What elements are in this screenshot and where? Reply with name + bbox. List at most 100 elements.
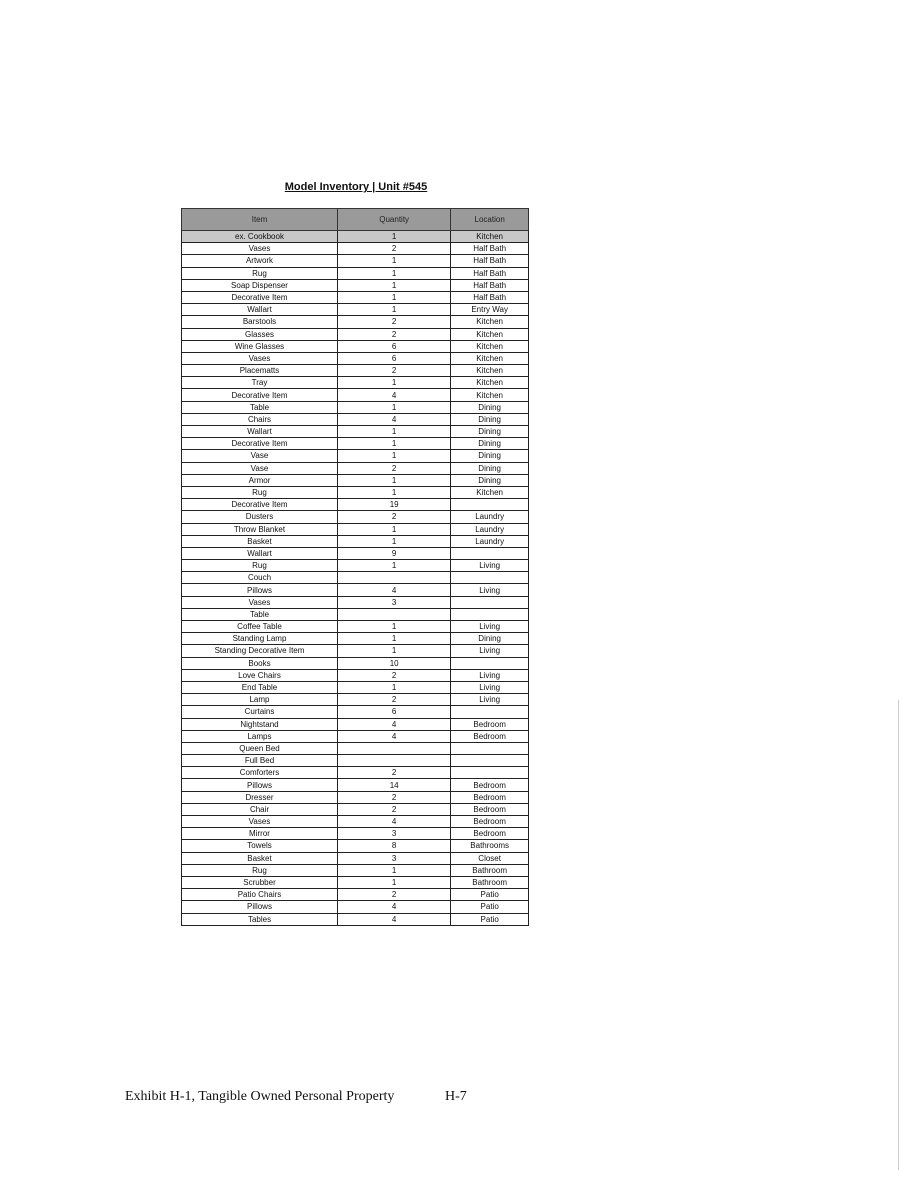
quantity-cell: 6 bbox=[336, 351, 452, 366]
table-row: Standing Lamp 1 Dining bbox=[181, 632, 529, 646]
item-cell: Lamps bbox=[181, 729, 338, 743]
quantity-cell: 19 bbox=[336, 498, 452, 512]
table-row: Wallart 9 bbox=[181, 546, 529, 561]
item-cell: Dusters bbox=[181, 510, 338, 524]
item-cell: Tray bbox=[181, 376, 338, 390]
quantity-cell: 1 bbox=[336, 376, 452, 390]
table-row: Soap Dispenser 1 Half Bath bbox=[181, 278, 529, 292]
quantity-cell: 4 bbox=[336, 583, 452, 597]
quantity-cell: 14 bbox=[336, 778, 452, 792]
item-cell: Scrubber bbox=[181, 875, 338, 890]
quantity-cell: 1 bbox=[336, 266, 452, 280]
location-cell: Laundry bbox=[450, 534, 529, 548]
quantity-cell: 1 bbox=[336, 229, 452, 244]
item-cell: Comforters bbox=[181, 766, 338, 780]
table-row: Nightstand 4 Bedroom bbox=[181, 717, 529, 731]
header-location: Location bbox=[450, 208, 529, 231]
table-row: Rug 1 Bathroom bbox=[181, 863, 529, 877]
quantity-cell: 4 bbox=[336, 412, 452, 427]
location-cell: Kitchen bbox=[450, 364, 529, 378]
quantity-cell: 2 bbox=[336, 315, 452, 329]
header-quantity: Quantity bbox=[336, 208, 452, 231]
item-cell: Vase bbox=[181, 461, 338, 475]
table-row: Couch bbox=[181, 571, 529, 585]
location-cell: Kitchen bbox=[450, 485, 529, 500]
quantity-cell: 2 bbox=[336, 327, 452, 341]
quantity-cell: 4 bbox=[336, 729, 452, 743]
quantity-cell: 1 bbox=[336, 303, 452, 317]
location-cell bbox=[450, 705, 529, 719]
quantity-cell: 1 bbox=[336, 522, 452, 536]
location-cell bbox=[450, 571, 529, 585]
location-cell: Patio bbox=[450, 912, 529, 926]
quantity-cell: 1 bbox=[336, 449, 452, 463]
location-cell: Living bbox=[450, 619, 529, 634]
location-cell: Dining bbox=[450, 424, 529, 439]
quantity-cell: 2 bbox=[336, 693, 452, 707]
location-cell: Bedroom bbox=[450, 717, 529, 731]
table-row: Vases 2 Half Bath bbox=[181, 242, 529, 256]
location-cell: Laundry bbox=[450, 510, 529, 524]
location-cell: Patio bbox=[450, 900, 529, 914]
item-cell: Throw Blanket bbox=[181, 522, 338, 536]
table-row: Glasses 2 Kitchen bbox=[181, 327, 529, 341]
quantity-cell: 4 bbox=[336, 814, 452, 829]
quantity-cell: 1 bbox=[336, 473, 452, 487]
table-row: Vase 1 Dining bbox=[181, 449, 529, 463]
location-cell bbox=[450, 498, 529, 512]
quantity-cell: 2 bbox=[336, 242, 452, 256]
item-cell: Nightstand bbox=[181, 717, 338, 731]
item-cell: Table bbox=[181, 607, 338, 622]
location-cell: Bedroom bbox=[450, 790, 529, 804]
table-row: Vases 6 Kitchen bbox=[181, 351, 529, 366]
item-cell: Pillows bbox=[181, 778, 338, 792]
item-cell: Vases bbox=[181, 242, 338, 256]
quantity-cell: 4 bbox=[336, 912, 452, 926]
quantity-cell: 4 bbox=[336, 388, 452, 402]
table-row: Basket 1 Laundry bbox=[181, 534, 529, 548]
location-cell: Bedroom bbox=[450, 778, 529, 792]
table-row: Vase 2 Dining bbox=[181, 461, 529, 475]
quantity-cell: 3 bbox=[336, 827, 452, 841]
location-cell bbox=[450, 766, 529, 780]
table-row: Throw Blanket 1 Laundry bbox=[181, 522, 529, 536]
table-row: Rug 1 Kitchen bbox=[181, 485, 529, 500]
header-item: Item bbox=[181, 208, 338, 231]
table-row: Comforters 2 bbox=[181, 766, 529, 780]
location-cell: Kitchen bbox=[450, 229, 529, 244]
location-cell bbox=[450, 656, 529, 670]
table-row: Queen Bed bbox=[181, 741, 529, 756]
table-row: Dresser 2 Bedroom bbox=[181, 790, 529, 804]
item-cell: End Table bbox=[181, 680, 338, 695]
table-row: Table 1 Dining bbox=[181, 400, 529, 414]
location-cell: Living bbox=[450, 680, 529, 695]
location-cell: Bathroom bbox=[450, 875, 529, 890]
quantity-cell: 4 bbox=[336, 717, 452, 731]
quantity-cell: 2 bbox=[336, 766, 452, 780]
table-row: Scrubber 1 Bathroom bbox=[181, 875, 529, 890]
item-cell: Wallart bbox=[181, 424, 338, 439]
quantity-cell: 1 bbox=[336, 424, 452, 439]
quantity-cell: 1 bbox=[336, 437, 452, 451]
item-cell: Towels bbox=[181, 839, 338, 853]
item-cell: Standing Decorative Item bbox=[181, 644, 338, 658]
table-row: Books 10 bbox=[181, 656, 529, 670]
location-cell: Laundry bbox=[450, 522, 529, 536]
location-cell: Half Bath bbox=[450, 278, 529, 292]
table-row: Vases 4 Bedroom bbox=[181, 814, 529, 829]
table-row: Decorative Item 1 Dining bbox=[181, 437, 529, 451]
location-cell bbox=[450, 607, 529, 622]
location-cell: Dining bbox=[450, 400, 529, 414]
item-cell: Vase bbox=[181, 449, 338, 463]
quantity-cell: 2 bbox=[336, 802, 452, 817]
location-cell: Dining bbox=[450, 449, 529, 463]
quantity-cell: 2 bbox=[336, 888, 452, 902]
table-row: Standing Decorative Item 1 Living bbox=[181, 644, 529, 658]
table-row: Chair 2 Bedroom bbox=[181, 802, 529, 817]
table-row: Full Bed bbox=[181, 754, 529, 768]
table-row: Decorative Item 1 Half Bath bbox=[181, 290, 529, 305]
item-cell: Artwork bbox=[181, 254, 338, 268]
location-cell: Half Bath bbox=[450, 290, 529, 305]
location-cell: Bedroom bbox=[450, 827, 529, 841]
table-row: Decorative Item 19 bbox=[181, 498, 529, 512]
